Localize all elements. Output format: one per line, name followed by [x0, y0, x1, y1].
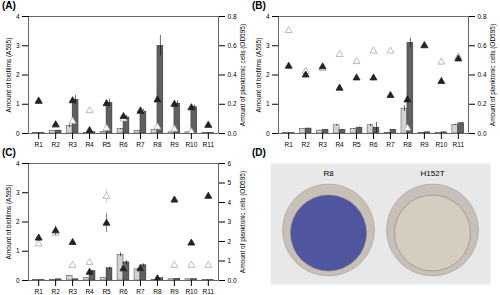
- svg-text:6: 6: [228, 160, 232, 167]
- svg-text:R4: R4: [85, 288, 94, 294]
- svg-text:0.0: 0.0: [228, 130, 237, 137]
- svg-text:R8: R8: [403, 141, 412, 147]
- svg-text:R10: R10: [185, 288, 197, 294]
- svg-text:Amount of planktonic cells (OD: Amount of planktonic cells (OD595): [489, 24, 497, 126]
- svg-text:R9: R9: [170, 288, 179, 294]
- svg-text:0.6: 0.6: [478, 42, 487, 49]
- svg-text:R4: R4: [335, 141, 344, 147]
- html-text:(A): (A): [2, 0, 16, 11]
- svg-text:4: 4: [228, 199, 232, 206]
- svg-text:2: 2: [16, 218, 20, 225]
- svg-text:R10: R10: [435, 141, 447, 147]
- svg-text:R6: R6: [119, 141, 128, 147]
- svg-text:R3: R3: [318, 141, 327, 147]
- svg-text:R7: R7: [136, 288, 145, 294]
- svg-text:4: 4: [266, 13, 270, 20]
- svg-text:R8: R8: [153, 141, 162, 147]
- svg-text:Amount of biofilms (A595): Amount of biofilms (A595): [5, 38, 13, 113]
- svg-text:0.4: 0.4: [228, 71, 237, 78]
- svg-text:Amount of biofilms (A595): Amount of biofilms (A595): [255, 38, 263, 113]
- svg-text:0.0: 0.0: [478, 130, 487, 137]
- svg-text:R1: R1: [285, 141, 294, 147]
- svg-text:3: 3: [228, 218, 232, 225]
- svg-text:0.0: 0.0: [228, 277, 237, 284]
- svg-text:3: 3: [16, 42, 20, 49]
- svg-text:0: 0: [16, 130, 20, 137]
- svg-text:3: 3: [16, 189, 20, 196]
- svg-text:Amount of planktonic cells (OD: Amount of planktonic cells (OD595): [239, 171, 247, 273]
- svg-text:4: 4: [16, 13, 20, 20]
- svg-text:R6: R6: [369, 141, 378, 147]
- svg-text:R5: R5: [102, 288, 111, 294]
- svg-text:0: 0: [266, 130, 270, 137]
- svg-text:Amount of planktonic cells (OD: Amount of planktonic cells (OD595): [239, 24, 247, 126]
- svg-text:0.2: 0.2: [478, 100, 487, 107]
- svg-text:2: 2: [266, 71, 270, 78]
- svg-text:R6: R6: [119, 288, 128, 294]
- svg-text:1: 1: [228, 257, 232, 264]
- svg-text:0.4: 0.4: [478, 71, 487, 78]
- svg-text:R3: R3: [68, 288, 77, 294]
- svg-text:R5: R5: [352, 141, 361, 147]
- svg-text:R10: R10: [185, 141, 197, 147]
- svg-text:0: 0: [16, 277, 20, 284]
- svg-text:R11: R11: [203, 141, 215, 147]
- svg-text:0.6: 0.6: [228, 42, 237, 49]
- svg-text:R11: R11: [453, 141, 465, 147]
- svg-text:R8: R8: [323, 169, 334, 178]
- svg-text:1: 1: [16, 247, 20, 254]
- svg-text:H152T: H152T: [420, 169, 444, 178]
- svg-text:4: 4: [16, 160, 20, 167]
- svg-text:R7: R7: [386, 141, 395, 147]
- svg-text:2: 2: [16, 71, 20, 78]
- svg-text:R8: R8: [153, 288, 162, 294]
- svg-text:Amount of biofilms (A595): Amount of biofilms (A595): [5, 185, 13, 260]
- svg-text:R3: R3: [68, 141, 77, 147]
- svg-text:R9: R9: [170, 141, 179, 147]
- svg-text:3: 3: [266, 42, 270, 49]
- svg-text:0.2: 0.2: [228, 100, 237, 107]
- svg-text:R2: R2: [51, 288, 60, 294]
- svg-text:5: 5: [228, 179, 232, 186]
- svg-text:0.8: 0.8: [478, 13, 487, 20]
- svg-text:R11: R11: [203, 288, 215, 294]
- html-text:(C): (C): [2, 147, 16, 158]
- svg-text:R2: R2: [51, 141, 60, 147]
- html-text:(D): (D): [252, 147, 266, 158]
- svg-text:R1: R1: [35, 288, 44, 294]
- svg-text:R1: R1: [35, 141, 44, 147]
- svg-text:R9: R9: [420, 141, 429, 147]
- svg-text:1: 1: [266, 100, 270, 107]
- svg-text:R5: R5: [102, 141, 111, 147]
- svg-text:0.8: 0.8: [228, 13, 237, 20]
- svg-text:R4: R4: [85, 141, 94, 147]
- svg-text:2: 2: [228, 238, 232, 245]
- svg-text:1: 1: [16, 100, 20, 107]
- html-text:(B): (B): [252, 0, 266, 11]
- svg-text:R2: R2: [301, 141, 310, 147]
- svg-text:R7: R7: [136, 141, 145, 147]
